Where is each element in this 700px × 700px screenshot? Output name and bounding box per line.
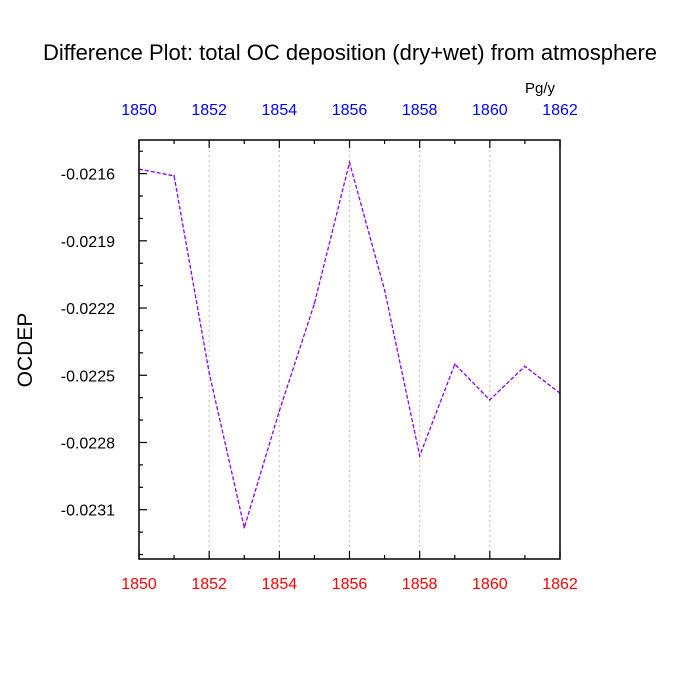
x-tick-label-top: 1850 — [121, 102, 157, 119]
y-tick-label: -0.0222 — [61, 301, 115, 318]
x-tick-label-bottom: 1862 — [542, 576, 578, 593]
grid-lines — [208, 140, 491, 559]
x-tick-label-top: 1854 — [262, 102, 298, 119]
data-series — [138, 159, 561, 531]
y-tick-label: -0.0231 — [61, 503, 115, 520]
data-point — [348, 161, 351, 164]
x-tick-label-top: 1856 — [332, 102, 368, 119]
data-point — [313, 302, 316, 305]
units-label: Pg/y — [525, 80, 556, 97]
data-point — [489, 399, 491, 401]
y-tick-label: -0.0225 — [61, 368, 115, 385]
data-point — [173, 175, 175, 177]
x-tick-label-top: 1858 — [402, 102, 438, 119]
x-tick-label-bottom: 1856 — [332, 576, 368, 593]
data-point — [243, 526, 246, 529]
x-tick-label-top: 1852 — [191, 102, 227, 119]
plot-frame — [138, 139, 561, 560]
x-tick-label-top: 1860 — [472, 102, 508, 119]
data-point — [453, 363, 456, 365]
x-tick-label-bottom: 1858 — [402, 576, 438, 593]
data-point — [208, 372, 210, 374]
data-point — [383, 289, 386, 291]
y-tick-label: -0.0216 — [61, 167, 115, 184]
x-tick-label-bottom: 1852 — [191, 576, 227, 593]
x-tick-label-bottom: 1854 — [262, 576, 298, 593]
chart-title: Difference Plot: total OC deposition (dr… — [42, 40, 658, 65]
data-point — [278, 410, 281, 412]
y-tick-label: -0.0228 — [61, 435, 115, 452]
x-tick-label-bottom: 1860 — [472, 576, 508, 593]
x-tick-label-top: 1862 — [542, 102, 578, 119]
y-tick-label: -0.0219 — [61, 234, 115, 251]
x-tick-label-bottom: 1850 — [121, 576, 157, 593]
tick-labels: 1850 1850 1852 1852 1854 1854 1856 1856 1858 1858… — [61, 102, 578, 593]
data-point — [524, 365, 526, 368]
data-point — [418, 455, 421, 457]
